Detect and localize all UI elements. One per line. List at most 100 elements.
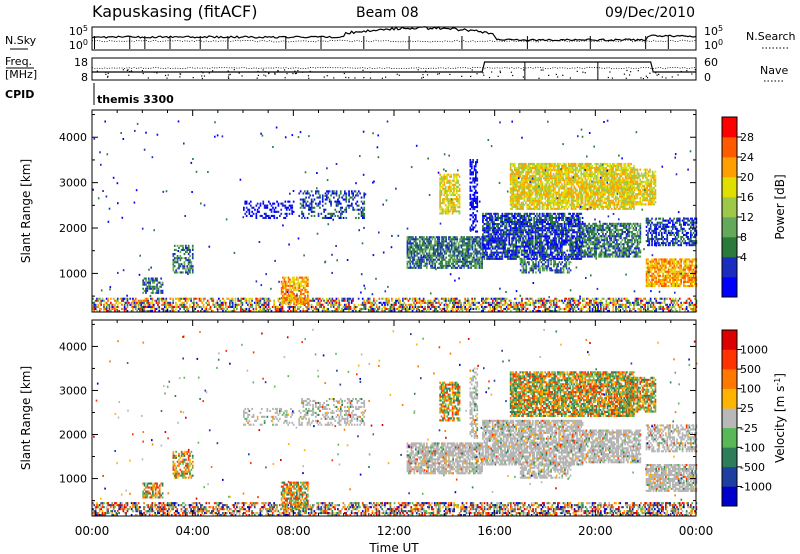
power-cell (544, 214, 547, 217)
power-cell (589, 231, 592, 234)
power-cell (526, 223, 529, 226)
power-cell (143, 283, 146, 286)
power-cell (364, 305, 367, 308)
power-cell (495, 229, 498, 232)
power-cell (449, 264, 452, 267)
power-cell (526, 239, 529, 242)
power-cell (414, 266, 417, 269)
power-cell (684, 307, 687, 310)
power-cell (407, 299, 410, 302)
power-cell (534, 301, 537, 304)
power-cell (356, 208, 359, 211)
power-cell (621, 255, 624, 258)
power-cell (539, 310, 541, 313)
power-cell (289, 290, 291, 293)
power-cell (353, 303, 356, 306)
power-cell (598, 233, 600, 236)
power-cell (107, 297, 109, 300)
power-cell (186, 246, 189, 249)
power-cell (420, 310, 422, 313)
power-cell (674, 307, 677, 310)
power-cell (280, 280, 283, 283)
power-cell (249, 297, 252, 300)
power-cell (627, 245, 629, 248)
power-cell (446, 260, 449, 263)
power-cell (438, 244, 441, 247)
power-cell (101, 299, 104, 302)
power-cell (461, 238, 464, 241)
noise-search-label: N.Search (746, 30, 796, 43)
power-cell (508, 235, 511, 238)
power-cell (538, 237, 541, 240)
power-cell (184, 299, 187, 302)
power-cell (444, 236, 446, 239)
power-cell (450, 310, 453, 313)
power-cell (534, 243, 537, 246)
power-cell (599, 224, 602, 227)
power-cell (445, 262, 447, 265)
power-cell (140, 303, 143, 306)
power-cell (593, 241, 596, 244)
power-cell (441, 238, 443, 241)
power-cell (521, 307, 523, 310)
power-cell (482, 245, 484, 248)
power-cell (634, 301, 637, 304)
power-cell (327, 212, 330, 215)
power-cell (507, 229, 509, 232)
power-cell (512, 229, 515, 232)
power-cell (432, 260, 435, 263)
power-cell (93, 307, 96, 310)
power-cell (300, 282, 302, 285)
power-cell (555, 241, 558, 244)
power-cell (558, 235, 560, 238)
power-cell (543, 253, 545, 256)
power-cell (411, 303, 414, 306)
power-cell (627, 255, 629, 258)
power-cell (337, 310, 339, 313)
power-cell (244, 307, 246, 310)
power-cell (563, 227, 566, 230)
power-cell (523, 241, 526, 244)
power-cell (303, 216, 306, 219)
power-cell (489, 247, 491, 250)
power-cell (634, 247, 636, 250)
power-cell (409, 262, 412, 265)
power-cell (445, 297, 447, 300)
power-cell (522, 218, 524, 221)
power-cell (98, 307, 101, 310)
power-cell (460, 264, 463, 267)
power-cell (263, 297, 266, 300)
power-cell (525, 301, 527, 304)
power-cell (502, 251, 505, 254)
power-cell (648, 301, 651, 304)
power-cell (455, 262, 457, 265)
power-cell (576, 247, 578, 250)
power-cell (460, 301, 462, 304)
power-cell (473, 258, 475, 261)
power-cell (150, 291, 153, 294)
power-cell (540, 216, 542, 219)
power-cell (467, 238, 470, 241)
power-cell (614, 231, 617, 234)
nave-point (421, 77, 423, 79)
power-cell (486, 239, 488, 242)
power-cell (617, 233, 620, 236)
power-cell (595, 247, 597, 250)
power-cell (493, 225, 495, 228)
power-cell (350, 301, 353, 304)
power-cell (333, 212, 335, 215)
power-cell (151, 297, 154, 300)
power-cell (310, 210, 313, 213)
power-cell (452, 236, 454, 239)
power-cell (427, 305, 429, 308)
power-cell (513, 233, 516, 236)
power-cell (166, 301, 169, 304)
power-cell (548, 299, 551, 302)
power-cell (413, 238, 416, 241)
power-cell (628, 231, 631, 234)
power-cell (579, 257, 581, 260)
power-cell (500, 241, 502, 244)
power-cell (432, 303, 435, 306)
power-cell (445, 301, 447, 304)
power-cell (552, 301, 555, 304)
